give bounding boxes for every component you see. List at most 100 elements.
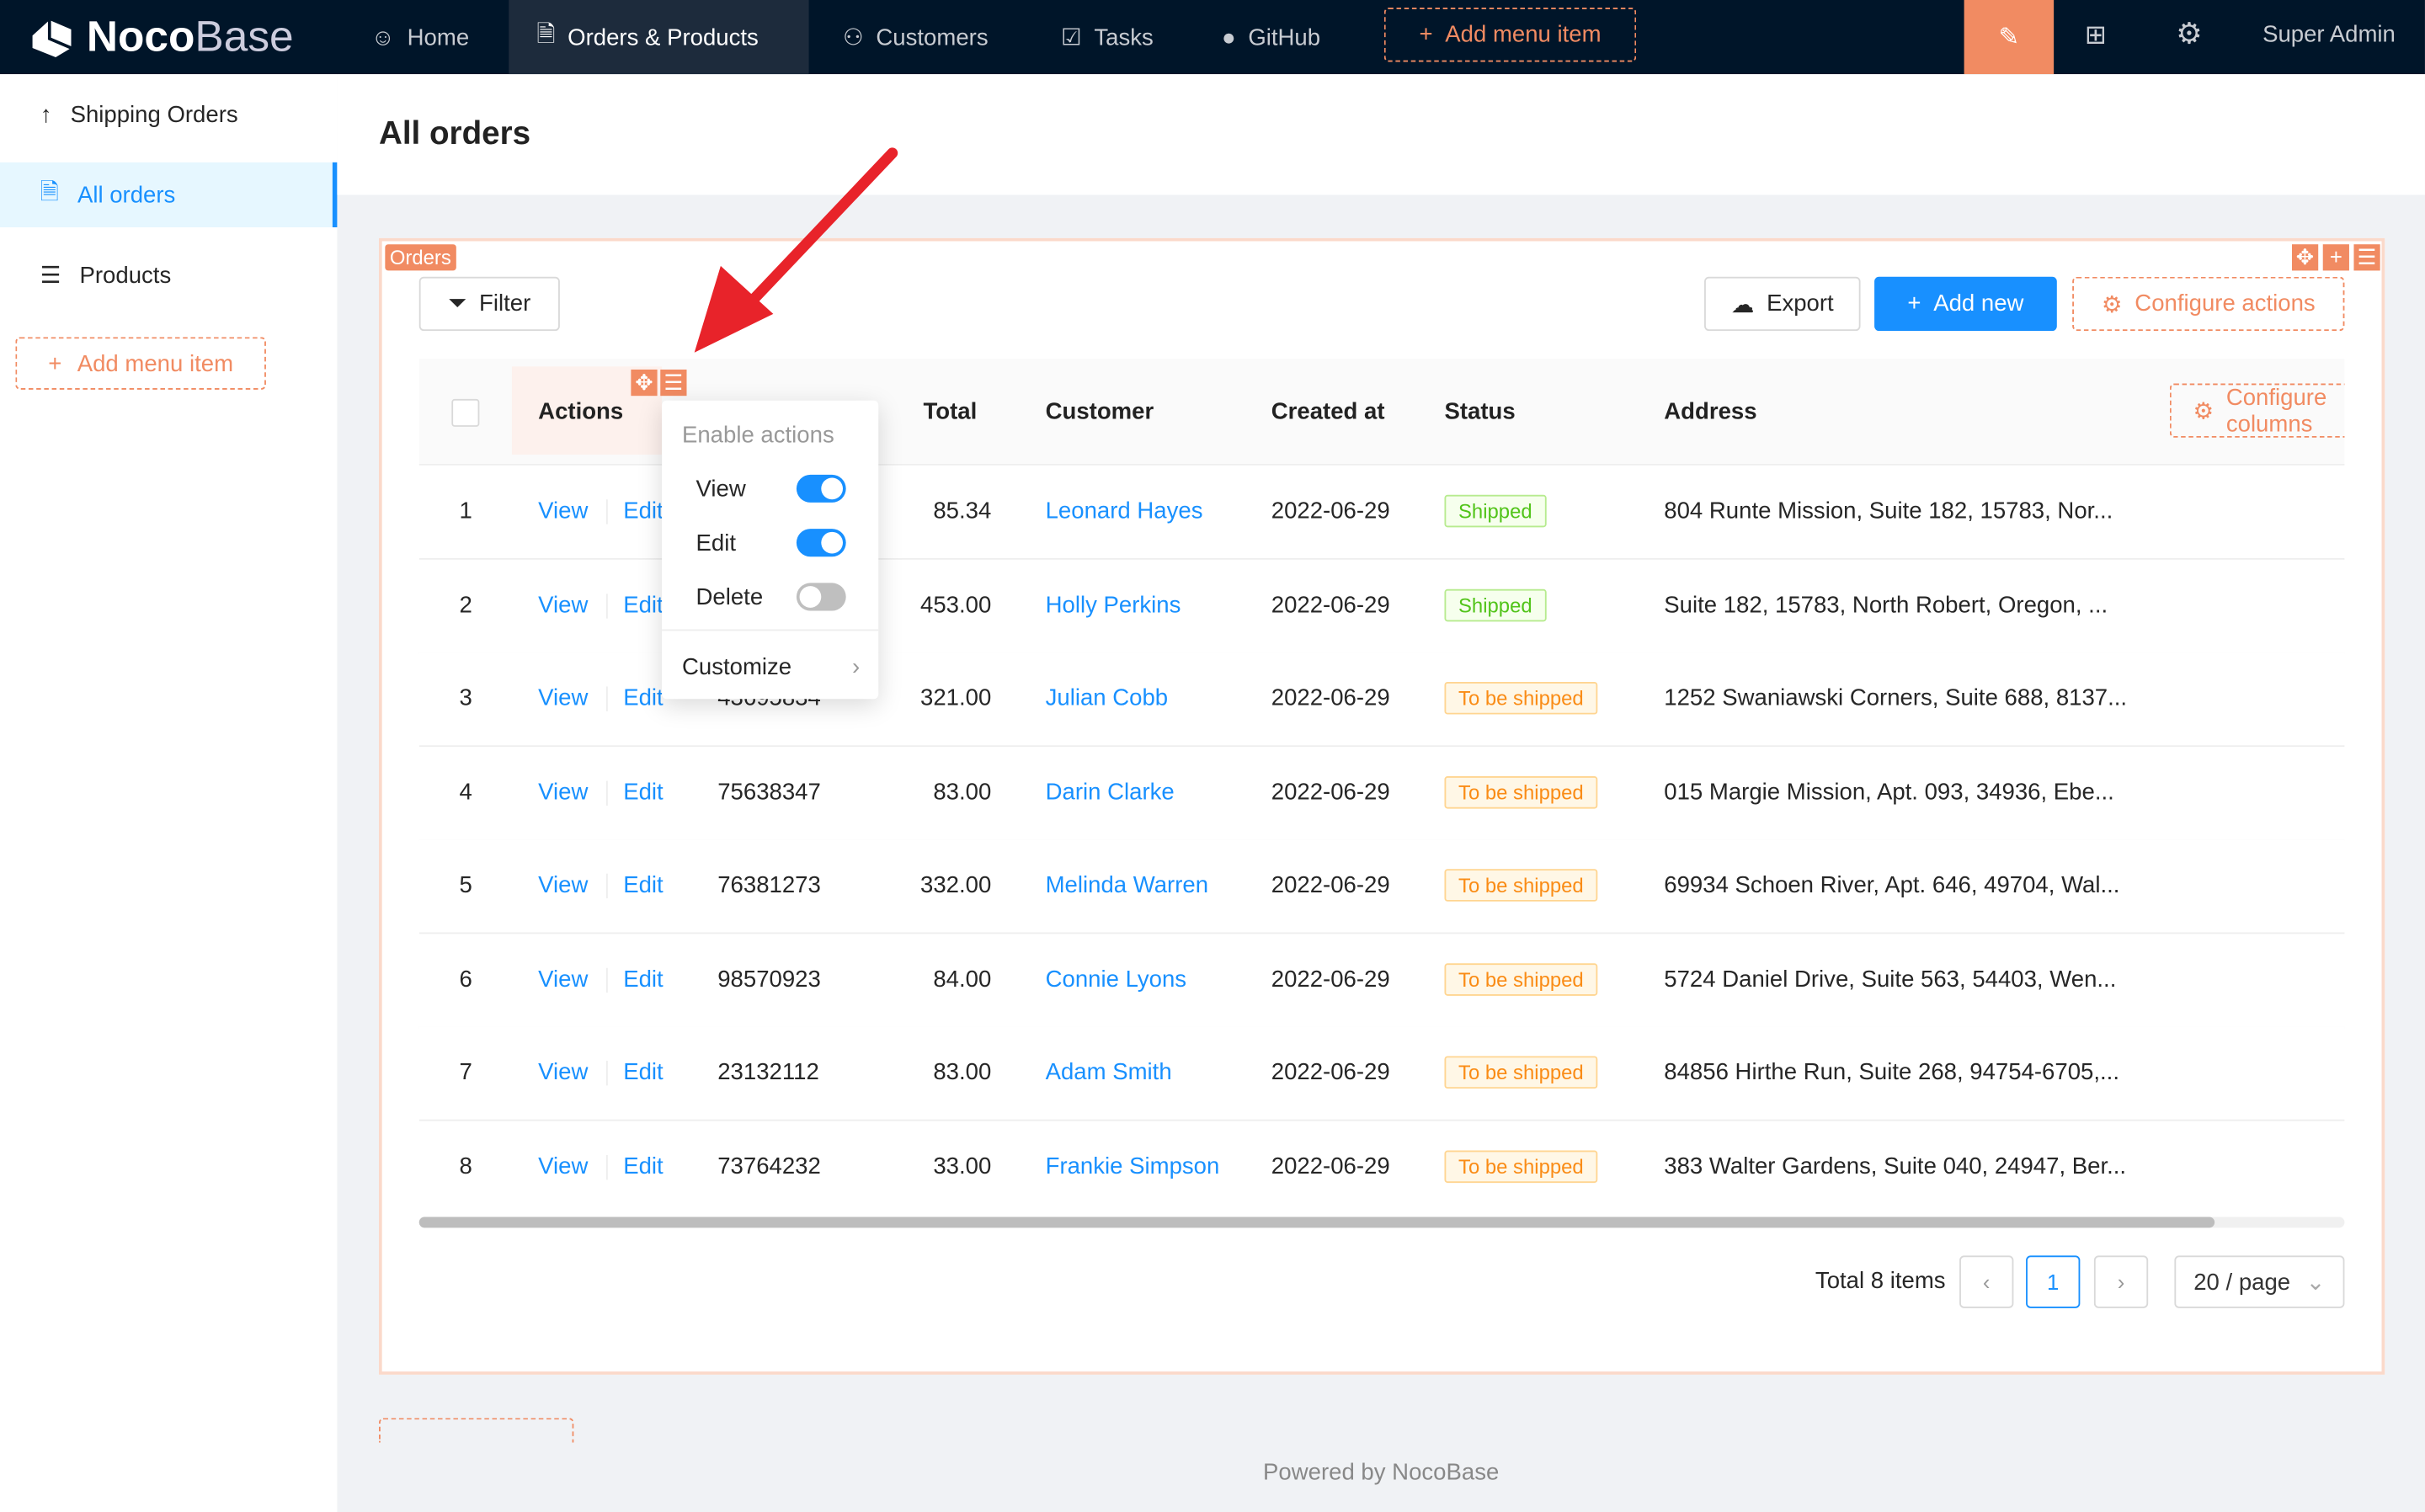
- table-row[interactable]: 4 View Edit 75638347 83.00 Darin Clarke …: [418, 746, 2345, 841]
- configure-actions-button[interactable]: ⚙ Configure actions: [2072, 276, 2345, 332]
- view-link[interactable]: View: [538, 498, 589, 524]
- address: 69934 Schoen River, Apt. 646, 49704, Wal…: [1664, 871, 2120, 899]
- column-header-total: Total: [923, 397, 978, 425]
- nav-tasks[interactable]: ☑ Tasks: [1033, 0, 1181, 74]
- customer-link[interactable]: Darin Clarke: [1045, 778, 1175, 806]
- sidebar-item-all-orders[interactable]: 🗎 All orders: [0, 162, 338, 227]
- drag-handle-icon[interactable]: ✥: [631, 369, 658, 397]
- gear-icon[interactable]: ⚙: [2176, 19, 2203, 51]
- add-new-button[interactable]: + Add new: [1874, 276, 2057, 332]
- address: 015 Margie Mission, Apt. 093, 34936, Ebe…: [1664, 778, 2114, 806]
- view-link[interactable]: View: [538, 684, 589, 711]
- view-link[interactable]: View: [538, 591, 589, 618]
- user-menu[interactable]: Super Admin: [2262, 21, 2396, 48]
- edit-link[interactable]: Edit: [623, 684, 664, 711]
- nav-orders-products[interactable]: 🗎 Orders & Products: [509, 0, 809, 75]
- export-button[interactable]: ☁ Export: [1704, 276, 1861, 332]
- pagination-page-1[interactable]: 1: [2026, 1255, 2081, 1308]
- order-total: 85.34: [933, 498, 992, 524]
- order-number: 76381273: [717, 871, 821, 899]
- horizontal-scrollbar[interactable]: [418, 1217, 2345, 1228]
- view-link[interactable]: View: [538, 1153, 589, 1179]
- toggle-edit[interactable]: [796, 529, 846, 557]
- edit-link[interactable]: Edit: [623, 1153, 664, 1179]
- footer-text: Powered by NocoBase: [1263, 1459, 1500, 1487]
- toggle-delete[interactable]: [796, 583, 846, 611]
- edit-link[interactable]: Edit: [623, 871, 664, 899]
- add-block-icon[interactable]: +: [2322, 244, 2349, 271]
- customer-link[interactable]: Connie Lyons: [1045, 966, 1187, 993]
- customer-link[interactable]: Frankie Simpson: [1045, 1153, 1220, 1179]
- configure-columns-label: Configure columns: [2225, 384, 2327, 437]
- sidebar-item-label: All orders: [77, 181, 176, 209]
- address: 804 Runte Mission, Suite 182, 15783, Nor…: [1664, 498, 2113, 524]
- sidebar: ↑ Shipping Orders 🗎 All orders ☰ Products +…: [0, 74, 338, 1512]
- row-number: 3: [459, 684, 472, 711]
- customer-link[interactable]: Holly Perkins: [1045, 591, 1181, 618]
- plugin-manager-icon[interactable]: ⊞: [2084, 19, 2108, 50]
- configure-columns-button[interactable]: ⚙ Configure columns: [2169, 383, 2345, 438]
- row-number: 5: [459, 871, 472, 899]
- nav-customers[interactable]: ⚇ Customers: [815, 0, 1016, 74]
- edit-link[interactable]: Edit: [623, 591, 664, 618]
- scrollbar-thumb[interactable]: [418, 1217, 2215, 1228]
- add-block-button[interactable]: [378, 1418, 574, 1443]
- sidebar-add-menu-item-button[interactable]: + Add menu item: [15, 337, 266, 390]
- order-total: 33.00: [933, 1153, 992, 1179]
- page-size-value: 20 / page: [2193, 1269, 2291, 1296]
- popup-item-view: View: [696, 476, 746, 503]
- add-menu-item-button[interactable]: + Add menu item: [1383, 8, 1637, 62]
- pagination-prev-button[interactable]: ‹: [1959, 1255, 2014, 1308]
- address: 1252 Swaniawski Corners, Suite 688, 8137…: [1664, 684, 2128, 711]
- page-size-select[interactable]: 20 / page ⌄: [2174, 1255, 2345, 1308]
- view-link[interactable]: View: [538, 966, 589, 993]
- popup-divider: [662, 629, 879, 631]
- filter-icon: ⏷: [448, 290, 467, 317]
- toggle-view[interactable]: [796, 474, 846, 503]
- view-link[interactable]: View: [538, 871, 589, 899]
- action-divider: [605, 780, 608, 806]
- status-badge: To be shipped: [1444, 775, 1598, 808]
- logo[interactable]: Noco Base: [28, 13, 294, 62]
- popup-customize-item[interactable]: Customize ›: [662, 637, 878, 696]
- status-badge: Shipped: [1444, 494, 1547, 528]
- nav-home[interactable]: ☺ Home: [344, 0, 497, 74]
- edit-link[interactable]: Edit: [623, 966, 664, 993]
- order-total: 332.00: [920, 871, 992, 899]
- ui-editor-toggle-icon[interactable]: ✎: [1964, 0, 2055, 75]
- order-number: 23132112: [717, 1059, 819, 1086]
- gear-icon: ⚙: [2101, 291, 2123, 318]
- pagination-next-button[interactable]: ›: [2093, 1255, 2149, 1308]
- order-total: 83.00: [933, 778, 992, 806]
- view-link[interactable]: View: [538, 1059, 589, 1086]
- customer-link[interactable]: Melinda Warren: [1045, 871, 1209, 899]
- edit-link[interactable]: Edit: [623, 498, 664, 524]
- filter-button[interactable]: ⏷ Filter: [418, 276, 560, 332]
- chevron-right-icon: ›: [852, 653, 861, 680]
- table-row[interactable]: 8 View Edit 73764232 33.00 Frankie Simps…: [418, 1120, 2345, 1210]
- popup-item-edit: Edit: [696, 530, 737, 557]
- edit-link[interactable]: Edit: [623, 778, 664, 806]
- column-settings-icon[interactable]: ☰: [660, 369, 687, 397]
- action-divider: [605, 1060, 608, 1086]
- sidebar-item-shipping-orders[interactable]: ↑ Shipping Orders: [0, 82, 337, 146]
- edit-link[interactable]: Edit: [623, 1059, 664, 1086]
- column-header-status: Status: [1444, 397, 1516, 425]
- customer-link[interactable]: Adam Smith: [1045, 1059, 1172, 1086]
- table-row[interactable]: 7 View Edit 23132112 83.00 Adam Smith 20…: [418, 1026, 2345, 1121]
- nav-github[interactable]: ● GitHub: [1194, 0, 1348, 74]
- row-number: 6: [459, 966, 472, 993]
- nav-label: Orders & Products: [568, 24, 759, 51]
- block-settings-icon[interactable]: ☰: [2353, 244, 2380, 271]
- view-link[interactable]: View: [538, 778, 589, 806]
- customer-link[interactable]: Julian Cobb: [1045, 684, 1169, 711]
- sidebar-item-label: Products: [79, 262, 172, 289]
- sidebar-item-products[interactable]: ☰ Products: [0, 242, 337, 307]
- table-row[interactable]: 5 View Edit 76381273 332.00 Melinda Warr…: [418, 839, 2345, 934]
- drag-handle-icon[interactable]: ✥: [2291, 244, 2319, 271]
- customer-link[interactable]: Leonard Hayes: [1045, 498, 1203, 524]
- select-all-checkbox[interactable]: [451, 398, 480, 427]
- action-divider: [605, 966, 608, 993]
- table-row[interactable]: 6 View Edit 98570923 84.00 Connie Lyons …: [418, 933, 2345, 1028]
- sidebar-item-label: Shipping Orders: [70, 101, 238, 128]
